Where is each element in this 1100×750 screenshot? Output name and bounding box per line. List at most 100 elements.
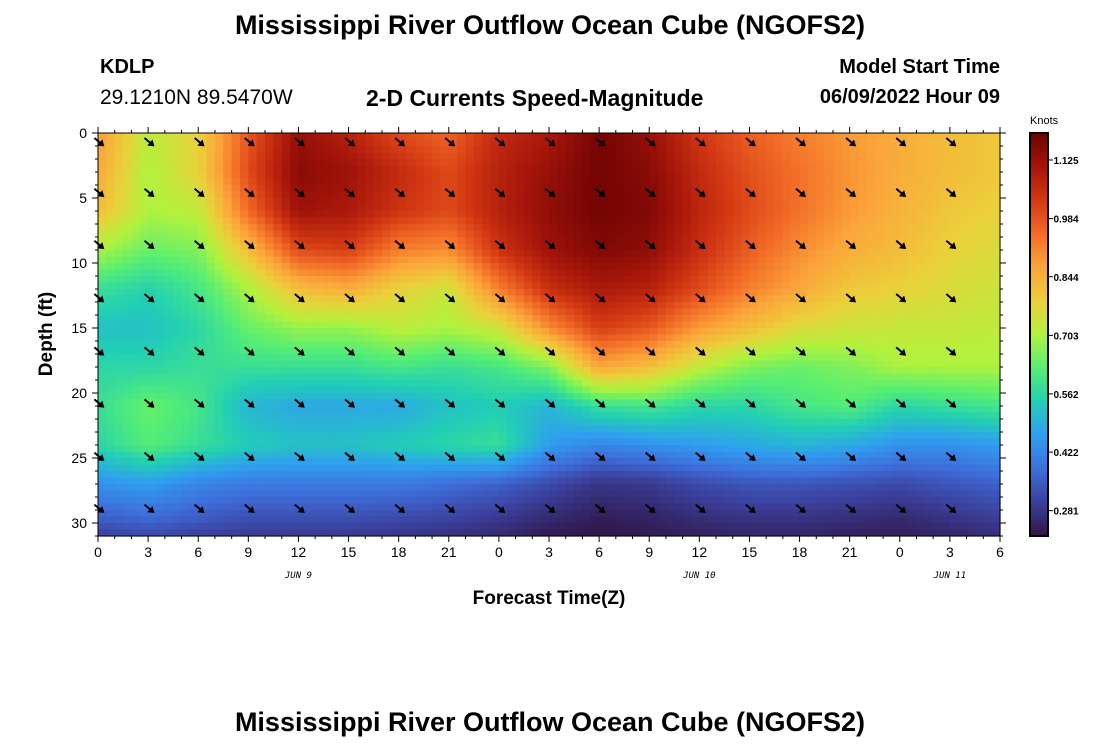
heatmap-cell: [507, 289, 517, 297]
heatmap-cell: [281, 237, 291, 245]
heatmap-cell: [574, 380, 584, 388]
heatmap-cell: [724, 289, 734, 297]
heatmap-cell: [490, 146, 500, 154]
heatmap-cell: [473, 224, 483, 232]
heatmap-cell: [148, 425, 158, 433]
heatmap-cell: [457, 152, 467, 160]
heatmap-cell: [858, 282, 867, 290]
heatmap-cell: [732, 191, 742, 199]
heatmap-cell: [832, 217, 842, 225]
heatmap-cell: [432, 269, 442, 277]
heatmap-cell: [966, 133, 976, 141]
heatmap-cell: [173, 419, 183, 427]
heatmap-cell: [615, 373, 625, 381]
heatmap-cell: [908, 263, 918, 271]
heatmap-cell: [707, 217, 717, 225]
heatmap-cell: [356, 341, 366, 349]
heatmap-cell: [123, 367, 133, 375]
heatmap-cell: [991, 321, 1001, 329]
heatmap-cell: [114, 432, 124, 440]
heatmap-cell: [473, 425, 483, 433]
heatmap-cell: [874, 295, 884, 303]
heatmap-cell: [181, 328, 191, 336]
heatmap-cell: [206, 315, 216, 323]
heatmap-cell: [164, 419, 174, 427]
heatmap-cell: [407, 302, 416, 310]
heatmap-cell: [114, 386, 124, 394]
heatmap-cell: [749, 328, 759, 336]
heatmap-cell: [139, 139, 149, 147]
heatmap-cell: [657, 250, 667, 258]
heatmap-cell: [682, 159, 692, 167]
heatmap-cell: [766, 224, 776, 232]
heatmap-cell: [131, 341, 141, 349]
heatmap-cell: [699, 354, 709, 362]
heatmap-cell: [256, 373, 266, 381]
heatmap-cell: [582, 237, 592, 245]
heatmap-cell: [624, 289, 634, 297]
heatmap-cell: [256, 321, 266, 329]
heatmap-cell: [523, 263, 533, 271]
heatmap-cell: [849, 178, 859, 186]
heatmap-cell: [323, 419, 333, 427]
heatmap-cell: [189, 198, 199, 206]
heatmap-cell: [582, 133, 592, 141]
heatmap-cell: [239, 302, 249, 310]
heatmap-cell: [139, 425, 149, 433]
heatmap-cell: [331, 321, 341, 329]
heatmap-cell: [331, 198, 341, 206]
heatmap-cell: [916, 211, 926, 219]
heatmap-cell: [866, 237, 876, 245]
heatmap-cell: [198, 217, 208, 225]
heatmap-cell: [858, 399, 867, 407]
heatmap-cell: [131, 178, 141, 186]
heatmap-cell: [774, 302, 784, 310]
heatmap-cell: [206, 412, 216, 420]
heatmap-cell: [674, 334, 684, 342]
heatmap-cell: [682, 386, 692, 394]
heatmap-cell: [164, 204, 174, 212]
heatmap-cell: [883, 165, 893, 173]
heatmap-cell: [849, 224, 859, 232]
heatmap-cell: [373, 276, 383, 284]
heatmap-cell: [298, 334, 308, 342]
heatmap-cell: [858, 256, 867, 264]
heatmap-cell: [306, 269, 316, 277]
heatmap-cell: [131, 419, 141, 427]
heatmap-cell: [106, 263, 116, 271]
heatmap-cell: [757, 211, 767, 219]
heatmap-cell: [206, 172, 216, 180]
heatmap-cell: [532, 172, 542, 180]
heatmap-cell: [665, 263, 675, 271]
heatmap-cell: [741, 373, 751, 381]
heatmap-cell: [223, 354, 233, 362]
heatmap-cell: [858, 217, 867, 225]
heatmap-cell: [323, 360, 333, 368]
heatmap-cell: [423, 211, 433, 219]
heatmap-cell: [131, 295, 141, 303]
heatmap-cell: [791, 204, 801, 212]
heatmap-cell: [949, 282, 959, 290]
heatmap-cell: [991, 373, 1001, 381]
heatmap-cell: [248, 211, 258, 219]
heatmap-cell: [607, 419, 617, 427]
heatmap-cell: [933, 386, 943, 394]
heatmap-cell: [206, 204, 216, 212]
heatmap-cell: [632, 354, 642, 362]
heatmap-cell: [239, 139, 249, 147]
heatmap-cell: [398, 263, 408, 271]
heatmap-cell: [206, 321, 216, 329]
heatmap-cell: [741, 386, 751, 394]
heatmap-cell: [415, 334, 425, 342]
heatmap-cell: [707, 341, 717, 349]
heatmap-cell: [315, 406, 325, 414]
heatmap-cell: [315, 139, 325, 147]
heatmap-cell: [290, 217, 300, 225]
heatmap-cell: [565, 263, 575, 271]
heatmap-cell: [131, 432, 141, 440]
heatmap-cell: [432, 373, 442, 381]
heatmap-cell: [749, 412, 759, 420]
heatmap-cell: [858, 302, 867, 310]
heatmap-cell: [323, 217, 333, 225]
heatmap-cell: [624, 139, 634, 147]
